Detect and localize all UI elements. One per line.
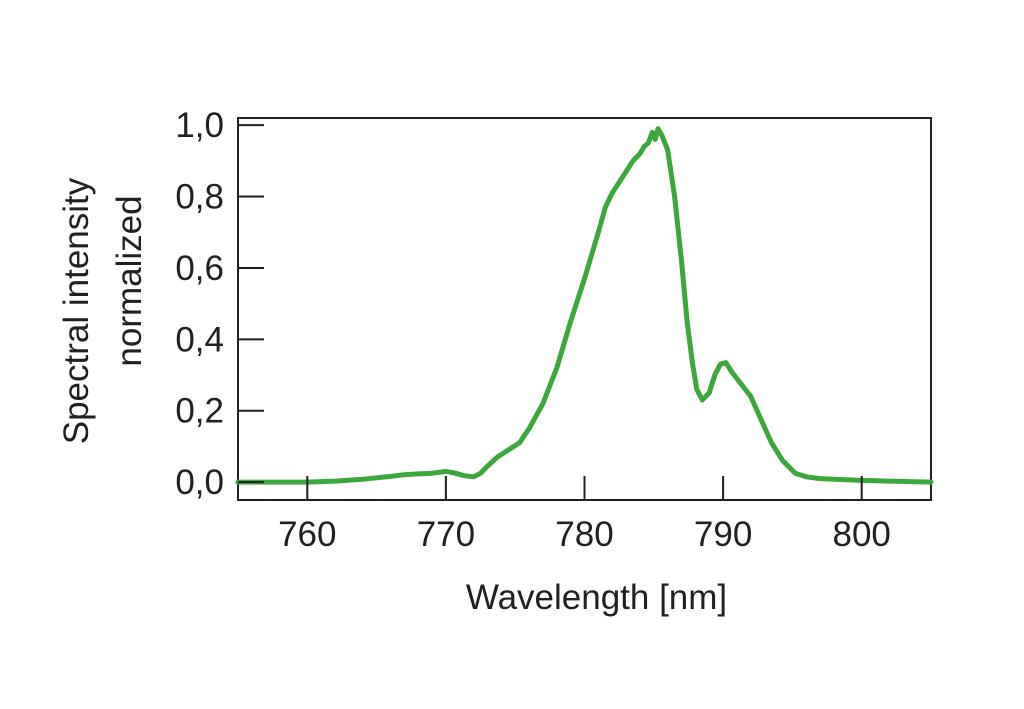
x-tick-label: 800	[832, 515, 890, 554]
x-tick-label: 790	[694, 515, 752, 554]
x-tick-label: 760	[278, 515, 336, 554]
y-tick-label: 0,8	[175, 178, 224, 217]
y-tick-label: 1,0	[175, 106, 224, 145]
x-axis: 760 770 780 790 800	[278, 476, 891, 554]
x-tick-label: 770	[417, 515, 475, 554]
series-line-0	[235, 126, 934, 485]
y-tick-label: 0,4	[175, 320, 224, 359]
y-axis-title-line-1: Spectral intensity	[57, 177, 96, 444]
y-axis-title-line-2: normalized	[110, 195, 149, 366]
y-axis: 0,0 0,2 0,4 0,6 0,8 1,0	[175, 106, 264, 502]
y-tick-label: 0,0	[175, 463, 224, 502]
x-axis-title: Wavelength [nm]	[466, 578, 727, 617]
plot-area	[235, 117, 934, 501]
plot-frame	[237, 117, 932, 501]
x-tick-label: 780	[555, 515, 613, 554]
y-tick-label: 0,2	[175, 392, 224, 431]
y-tick-label: 0,6	[175, 249, 224, 288]
